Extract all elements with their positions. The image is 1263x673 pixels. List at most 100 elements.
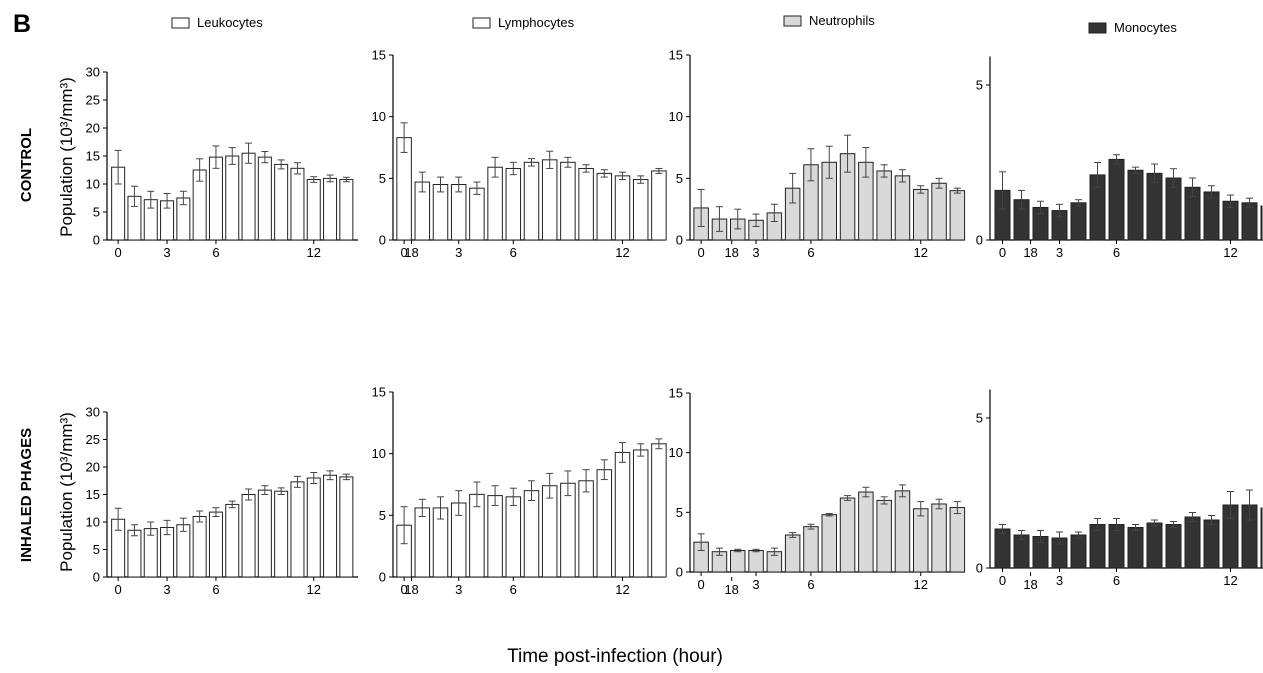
- chart-7: 0 5 10 15 0 3 6 12 18: [669, 386, 1038, 593]
- bar: [894, 175, 911, 241]
- bar: [839, 497, 856, 573]
- bar: [994, 528, 1011, 569]
- x-tick-label: 12: [615, 582, 629, 597]
- bar: [523, 490, 540, 578]
- bar: [931, 182, 947, 241]
- y-tick-label: 10: [669, 109, 683, 124]
- x-tick-label: 3: [455, 582, 462, 597]
- bar: [1127, 527, 1144, 569]
- bar: [306, 179, 321, 241]
- x-tick-label: 6: [1113, 573, 1120, 588]
- bar: [894, 490, 911, 573]
- bar: [1203, 519, 1220, 569]
- legend-swatch: [171, 17, 190, 29]
- bar: [949, 190, 966, 241]
- x-tick-label: 18: [404, 582, 418, 597]
- bar: [821, 514, 837, 573]
- y-tick-label: 5: [676, 505, 683, 520]
- x-tick-label: 0: [999, 245, 1006, 260]
- bar: [931, 503, 947, 573]
- bar: [876, 499, 892, 573]
- legend-label: Monocytes: [1114, 20, 1177, 35]
- row-label-control: CONTROL: [18, 128, 35, 202]
- bar: [1241, 202, 1258, 241]
- bar: [578, 167, 594, 241]
- bar: [651, 170, 667, 241]
- x-tick-label: 18: [724, 582, 738, 597]
- y-tick-label: 5: [976, 411, 983, 426]
- y-tick-label: 0: [379, 570, 386, 585]
- bar: [1127, 169, 1144, 241]
- bar: [614, 175, 631, 241]
- bar: [596, 469, 613, 578]
- x-tick-label: 6: [807, 245, 814, 260]
- bar: [876, 170, 892, 241]
- y-tick-label: 20: [86, 121, 100, 136]
- bar: [632, 179, 649, 241]
- bar: [541, 485, 558, 578]
- bar: [323, 177, 338, 241]
- bar: [469, 187, 485, 241]
- y-tick-label: 30: [86, 405, 100, 420]
- chart-2: 0 5 10 15 0 3 6 12 18 Lymphocytes: [372, 15, 739, 260]
- y-tick-label: 15: [86, 487, 100, 502]
- bar: [632, 449, 649, 578]
- x-tick-label: 3: [752, 245, 759, 260]
- bar: [1070, 534, 1087, 569]
- y-tick-label: 15: [372, 385, 386, 400]
- x-tick-label: 18: [404, 245, 418, 260]
- x-tick-label: 3: [1056, 245, 1063, 260]
- bar: [487, 166, 503, 241]
- y-tick-label: 10: [669, 445, 683, 460]
- bar: [432, 184, 449, 241]
- y-tick-label: 10: [86, 515, 100, 530]
- legend-swatch: [1088, 22, 1107, 34]
- x-tick-label: 3: [1056, 573, 1063, 588]
- bar: [450, 184, 467, 241]
- bar: [225, 503, 240, 578]
- bar: [241, 152, 256, 241]
- bar: [730, 550, 746, 573]
- y-tick-label: 5: [676, 171, 683, 186]
- bar: [560, 161, 576, 241]
- y-tick-label: 5: [379, 171, 386, 186]
- y-tick-label: 0: [93, 570, 100, 585]
- bar: [208, 511, 223, 578]
- x-tick-label: 18: [724, 245, 738, 260]
- bar: [913, 188, 929, 241]
- bar: [748, 550, 764, 573]
- bar: [858, 491, 874, 573]
- x-tick-label: 0: [698, 245, 705, 260]
- bar: [290, 167, 305, 241]
- chart-1: 0 5 10 15 20 25 30 0 3 6 12 18 Leukocytes: [86, 15, 419, 260]
- y-tick-label: 10: [372, 109, 386, 124]
- bar: [241, 494, 256, 578]
- bar: [306, 477, 321, 578]
- legend-label: Neutrophils: [809, 13, 875, 28]
- bar: [803, 526, 819, 573]
- x-tick-label: 0: [999, 573, 1006, 588]
- y-tick-label: 15: [669, 386, 683, 401]
- x-tick-label: 6: [212, 245, 219, 260]
- bar: [323, 474, 338, 578]
- bar: [578, 480, 594, 578]
- bar: [257, 489, 272, 578]
- x-tick-label: 12: [307, 582, 321, 597]
- bar: [541, 159, 558, 241]
- x-tick-label: 18: [1023, 245, 1037, 260]
- bar: [1203, 191, 1220, 241]
- legend-swatch: [472, 17, 491, 29]
- legend-label: Lymphocytes: [498, 15, 575, 30]
- y-tick-label: 20: [86, 460, 100, 475]
- bar: [143, 528, 158, 578]
- bar: [1260, 205, 1263, 241]
- bar: [949, 507, 966, 573]
- bar: [1070, 202, 1087, 241]
- bar: [1108, 158, 1125, 241]
- bar: [339, 179, 354, 241]
- y-tick-label: 5: [93, 542, 100, 557]
- y-tick-label: 0: [676, 233, 683, 248]
- bar: [913, 508, 929, 573]
- bar: [596, 172, 613, 241]
- bar: [1146, 172, 1163, 241]
